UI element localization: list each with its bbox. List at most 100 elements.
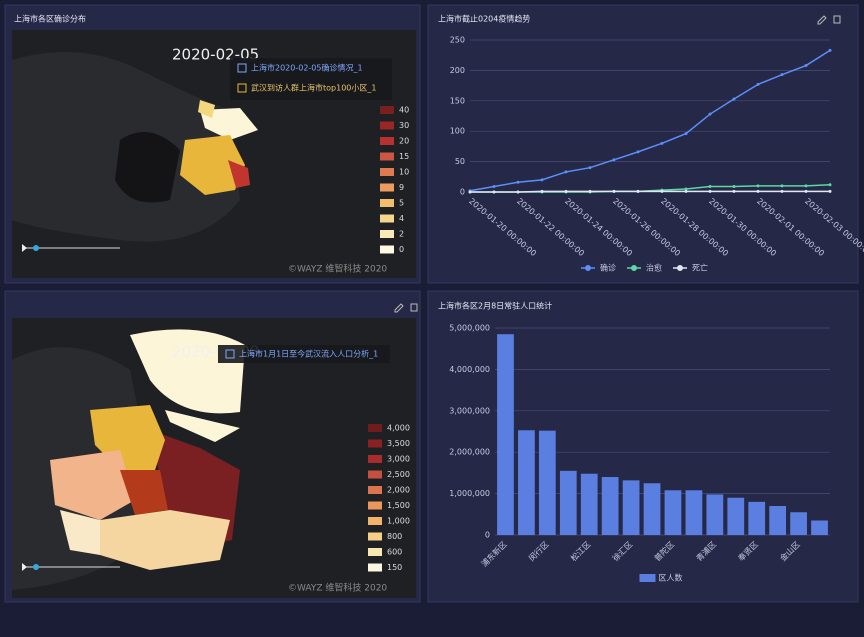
scale-label: 0 — [399, 245, 404, 254]
point — [588, 189, 592, 193]
district — [50, 450, 135, 520]
district — [165, 410, 240, 442]
scale-swatch — [368, 486, 382, 494]
bar — [580, 473, 598, 535]
layer-box — [218, 345, 390, 363]
legend-swatch — [639, 574, 656, 582]
point — [780, 189, 784, 193]
point — [612, 158, 616, 162]
toolbar[interactable] — [394, 15, 841, 313]
bar — [811, 520, 828, 535]
point — [708, 189, 712, 193]
legend-label: 区人数 — [659, 573, 683, 583]
district — [130, 329, 245, 414]
scale-label: 600 — [387, 548, 402, 557]
y-tick-label: 0 — [485, 531, 490, 540]
legend-marker — [677, 265, 683, 271]
point — [732, 185, 736, 189]
scale-swatch — [380, 168, 394, 176]
y-tick-label: 4,000,000 — [449, 365, 490, 374]
scale-label: 1,000 — [387, 517, 410, 526]
scale-label: 10 — [399, 168, 409, 177]
play-button[interactable] — [22, 244, 27, 252]
point — [756, 82, 760, 86]
scale-swatch — [368, 439, 382, 448]
layer-name: 武汉到访人群上海市top100小区_1 — [251, 83, 376, 93]
scale-label: 5 — [399, 199, 404, 208]
district — [198, 100, 215, 118]
timeline-handle[interactable] — [33, 564, 39, 570]
bar — [622, 480, 640, 535]
scale-swatch — [380, 106, 394, 114]
district — [200, 108, 258, 140]
layer-icon — [237, 63, 247, 73]
scale-label: 20 — [399, 137, 409, 146]
point — [516, 180, 520, 184]
point — [732, 97, 736, 101]
point — [684, 189, 688, 193]
water — [115, 132, 180, 203]
scale-swatch — [368, 501, 382, 510]
bar — [685, 490, 703, 535]
bar — [497, 334, 514, 535]
layer-box — [230, 58, 392, 100]
scale-swatch — [368, 424, 382, 432]
scale-label: 30 — [399, 121, 409, 130]
layer-name: 上海市1月1日至今武汉流入人口分析_1 — [239, 349, 378, 359]
edit-icon[interactable] — [394, 303, 404, 313]
legend-marker — [631, 265, 637, 271]
district — [180, 135, 245, 195]
point — [684, 187, 688, 191]
scale-label: 800 — [387, 532, 402, 541]
layer-icon — [225, 349, 235, 359]
play-button[interactable] — [22, 563, 27, 571]
copyright: ©WAYZ 维智科技 2020 — [288, 263, 387, 275]
y-tick-label: 200 — [450, 66, 465, 75]
point — [468, 190, 472, 194]
bar — [518, 430, 535, 535]
point — [804, 189, 808, 193]
district — [100, 510, 230, 570]
edit-icon[interactable] — [817, 15, 827, 25]
panel-title: 上海市各区2月8日常驻人口统计 — [438, 301, 552, 311]
scale-swatch — [368, 455, 382, 463]
point — [564, 170, 568, 174]
copyright: ©WAYZ 维智科技 2020 — [288, 582, 387, 594]
legend-label: 治愈 — [646, 263, 662, 273]
point — [516, 190, 520, 194]
layer-name: 上海市2020-02-05确诊情况_1 — [251, 63, 363, 73]
panel — [427, 4, 859, 284]
scale-swatch — [368, 563, 382, 572]
delete-icon[interactable] — [833, 15, 841, 24]
point — [732, 189, 736, 193]
scale-label: 3,500 — [387, 439, 410, 448]
scale-swatch — [368, 532, 382, 541]
timeline-handle[interactable] — [33, 245, 39, 251]
scale-swatch — [380, 137, 394, 145]
point — [708, 185, 712, 189]
point — [780, 184, 784, 188]
scale-label: 2 — [399, 230, 404, 239]
point — [492, 190, 496, 194]
scale-swatch — [380, 230, 394, 238]
y-tick-label: 2,000,000 — [449, 448, 490, 457]
bar — [727, 497, 745, 535]
y-tick-label: 50 — [455, 157, 465, 166]
delete-icon[interactable] — [410, 303, 418, 312]
point — [564, 189, 568, 193]
series-line — [470, 190, 830, 193]
bar — [769, 506, 787, 535]
scale-swatch — [368, 548, 382, 556]
scale-label: 4,000 — [387, 424, 410, 433]
point — [684, 132, 688, 136]
scale-label: 2,500 — [387, 470, 410, 479]
panel-title: 上海市各区确诊分布 — [14, 14, 86, 24]
scale-label: 1,500 — [387, 501, 410, 510]
bar — [790, 512, 807, 535]
y-tick-label: 100 — [450, 127, 465, 136]
point — [804, 64, 808, 68]
scale-label: 150 — [387, 563, 402, 572]
y-tick-label: 1,000,000 — [449, 489, 490, 498]
y-tick-label: 0 — [460, 188, 465, 197]
series-line — [469, 49, 831, 192]
